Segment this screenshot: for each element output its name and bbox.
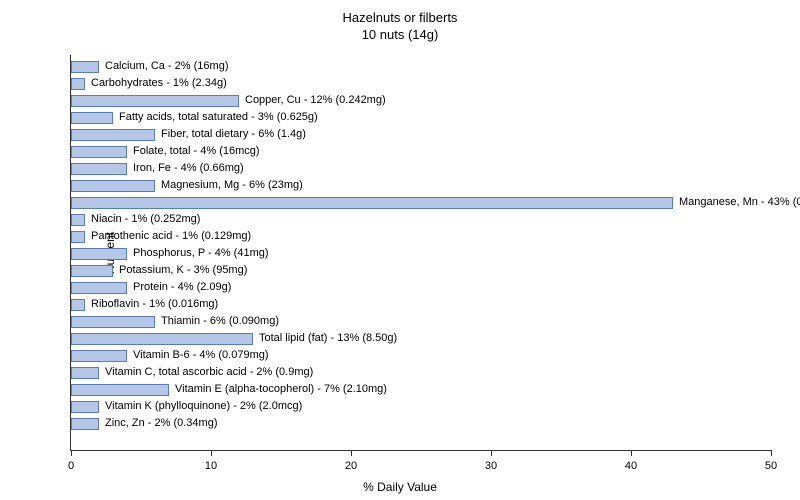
x-tick <box>491 450 492 456</box>
bar-row: Thiamin - 6% (0.090mg) <box>71 316 771 328</box>
bar-row: Manganese, Mn - 43% (0.864mg) <box>71 197 771 209</box>
bar-label: Manganese, Mn - 43% (0.864mg) <box>679 196 800 208</box>
bar-label: Thiamin - 6% (0.090mg) <box>161 315 279 327</box>
bar <box>71 418 99 430</box>
bar-row: Folate, total - 4% (16mcg) <box>71 146 771 158</box>
plot-area: Nutrient Calcium, Ca - 2% (16mg)Carbohyd… <box>70 55 771 451</box>
bar-row: Iron, Fe - 4% (0.66mg) <box>71 163 771 175</box>
bar-row: Magnesium, Mg - 6% (23mg) <box>71 180 771 192</box>
bar <box>71 367 99 379</box>
bar-row: Niacin - 1% (0.252mg) <box>71 214 771 226</box>
bar <box>71 248 127 260</box>
bar-label: Pantothenic acid - 1% (0.129mg) <box>91 230 251 242</box>
bar-row: Vitamin K (phylloquinone) - 2% (2.0mcg) <box>71 401 771 413</box>
bar-label: Carbohydrates - 1% (2.34g) <box>91 77 227 89</box>
bar <box>71 163 127 175</box>
bar-label: Vitamin K (phylloquinone) - 2% (2.0mcg) <box>105 400 302 412</box>
bar-label: Riboflavin - 1% (0.016mg) <box>91 298 218 310</box>
bar-row: Copper, Cu - 12% (0.242mg) <box>71 95 771 107</box>
bar-row: Calcium, Ca - 2% (16mg) <box>71 61 771 73</box>
bar-row: Vitamin C, total ascorbic acid - 2% (0.9… <box>71 367 771 379</box>
bar <box>71 61 99 73</box>
bar-row: Riboflavin - 1% (0.016mg) <box>71 299 771 311</box>
bar <box>71 401 99 413</box>
title-line2: 10 nuts (14g) <box>0 27 800 44</box>
x-tick <box>771 450 772 456</box>
bar-label: Copper, Cu - 12% (0.242mg) <box>245 94 386 106</box>
bar-row: Potassium, K - 3% (95mg) <box>71 265 771 277</box>
x-tick <box>211 450 212 456</box>
bar <box>71 95 239 107</box>
x-tick-label: 20 <box>345 460 357 472</box>
x-tick <box>71 450 72 456</box>
chart-container: Hazelnuts or filberts 10 nuts (14g) Nutr… <box>0 0 800 500</box>
bar <box>71 231 85 243</box>
bar-row: Protein - 4% (2.09g) <box>71 282 771 294</box>
bar <box>71 333 253 345</box>
x-tick-label: 40 <box>625 460 637 472</box>
bar <box>71 265 113 277</box>
bar <box>71 316 155 328</box>
bar <box>71 78 85 90</box>
x-tick-label: 0 <box>68 460 74 472</box>
bar-label: Vitamin B-6 - 4% (0.079mg) <box>133 349 269 361</box>
x-tick-label: 30 <box>485 460 497 472</box>
bar <box>71 180 155 192</box>
bar-row: Total lipid (fat) - 13% (8.50g) <box>71 333 771 345</box>
title-line1: Hazelnuts or filberts <box>0 10 800 27</box>
bar-row: Fatty acids, total saturated - 3% (0.625… <box>71 112 771 124</box>
bar-label: Iron, Fe - 4% (0.66mg) <box>133 162 244 174</box>
bar-label: Niacin - 1% (0.252mg) <box>91 213 200 225</box>
bar-label: Vitamin E (alpha-tocopherol) - 7% (2.10m… <box>175 383 387 395</box>
bar <box>71 214 85 226</box>
bar <box>71 146 127 158</box>
bar <box>71 197 673 209</box>
bar-row: Pantothenic acid - 1% (0.129mg) <box>71 231 771 243</box>
bar <box>71 112 113 124</box>
bar-label: Potassium, K - 3% (95mg) <box>119 264 247 276</box>
bar <box>71 299 85 311</box>
bar-label: Magnesium, Mg - 6% (23mg) <box>161 179 303 191</box>
bar-label: Folate, total - 4% (16mcg) <box>133 145 260 157</box>
bar <box>71 129 155 141</box>
bar-label: Phosphorus, P - 4% (41mg) <box>133 247 269 259</box>
chart-title: Hazelnuts or filberts 10 nuts (14g) <box>0 0 800 44</box>
x-tick <box>351 450 352 456</box>
bar-label: Vitamin C, total ascorbic acid - 2% (0.9… <box>105 366 313 378</box>
bar-label: Zinc, Zn - 2% (0.34mg) <box>105 417 217 429</box>
bar-row: Fiber, total dietary - 6% (1.4g) <box>71 129 771 141</box>
x-tick-label: 50 <box>765 460 777 472</box>
bar-row: Zinc, Zn - 2% (0.34mg) <box>71 418 771 430</box>
bar-label: Protein - 4% (2.09g) <box>133 281 231 293</box>
bar-row: Phosphorus, P - 4% (41mg) <box>71 248 771 260</box>
bar-label: Calcium, Ca - 2% (16mg) <box>105 60 228 72</box>
x-axis-label: % Daily Value <box>363 480 437 494</box>
bar-row: Vitamin E (alpha-tocopherol) - 7% (2.10m… <box>71 384 771 396</box>
bar-label: Fiber, total dietary - 6% (1.4g) <box>161 128 306 140</box>
bar-label: Fatty acids, total saturated - 3% (0.625… <box>119 111 318 123</box>
bar <box>71 350 127 362</box>
bar-row: Vitamin B-6 - 4% (0.079mg) <box>71 350 771 362</box>
bar-label: Total lipid (fat) - 13% (8.50g) <box>259 332 397 344</box>
x-tick-label: 10 <box>205 460 217 472</box>
x-tick <box>631 450 632 456</box>
bar <box>71 384 169 396</box>
bar-row: Carbohydrates - 1% (2.34g) <box>71 78 771 90</box>
bar <box>71 282 127 294</box>
